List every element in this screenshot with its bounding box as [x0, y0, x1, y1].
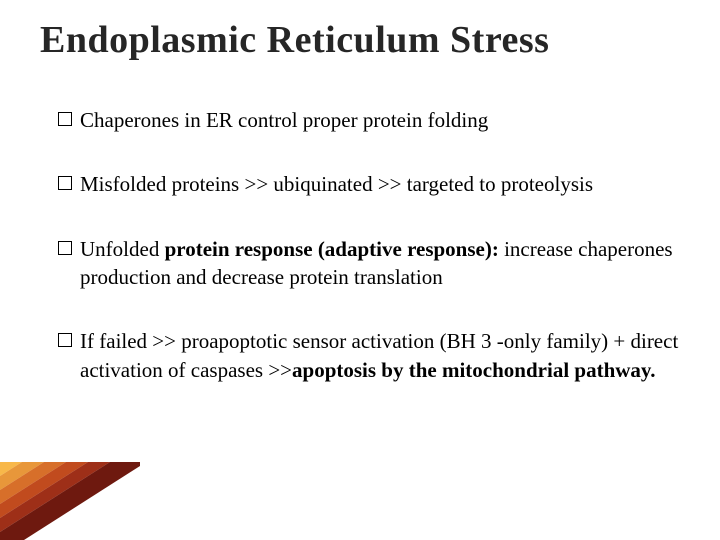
- text-run: proteins >> ubiquinated >> targeted to p…: [172, 172, 593, 196]
- corner-accent-icon: [0, 462, 140, 540]
- list-item: Misfolded proteins >> ubiquinated >> tar…: [58, 170, 680, 198]
- bullet-text: Misfolded proteins >> ubiquinated >> tar…: [80, 170, 680, 198]
- bullet-list: Chaperones in ER control proper protein …: [40, 106, 680, 384]
- list-item: Chaperones in ER control proper protein …: [58, 106, 680, 134]
- text-run: Misfolded: [80, 172, 172, 196]
- bullet-text: If failed >> proapoptotic sensor activat…: [80, 327, 680, 384]
- bullet-text: Chaperones in ER control proper protein …: [80, 106, 680, 134]
- slide: Endoplasmic Reticulum Stress Chaperones …: [0, 0, 720, 540]
- text-run: Unfolded: [80, 237, 165, 261]
- text-run: If: [80, 329, 99, 353]
- text-run: in ER control proper protein folding: [184, 108, 488, 132]
- square-bullet-icon: [58, 112, 72, 126]
- text-run-bold: protein response (adaptive response):: [165, 237, 505, 261]
- square-bullet-icon: [58, 241, 72, 255]
- list-item: If failed >> proapoptotic sensor activat…: [58, 327, 680, 384]
- square-bullet-icon: [58, 333, 72, 347]
- list-item: Unfolded protein response (adaptive resp…: [58, 235, 680, 292]
- square-bullet-icon: [58, 176, 72, 190]
- text-run-bold: apoptosis by the mitochondrial pathway.: [292, 358, 655, 382]
- slide-title: Endoplasmic Reticulum Stress: [40, 18, 680, 62]
- bullet-text: Unfolded protein response (adaptive resp…: [80, 235, 680, 292]
- text-run: Chaperones: [80, 108, 184, 132]
